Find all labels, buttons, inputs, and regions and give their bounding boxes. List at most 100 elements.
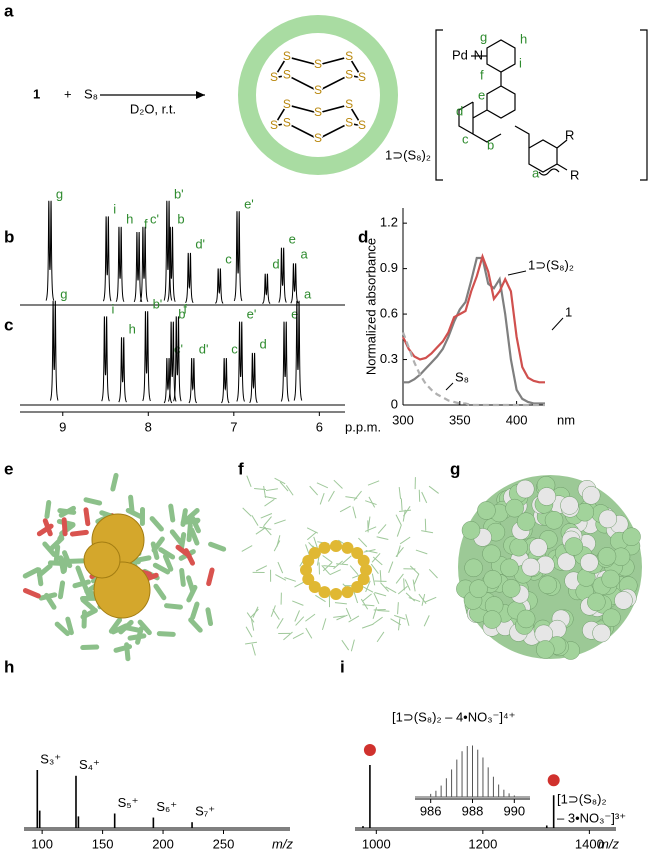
y-tick-label: 1.2 [380, 215, 398, 230]
wire [373, 592, 380, 605]
x-axis-label: p.p.m. [345, 419, 381, 434]
wire [349, 565, 359, 575]
wire [264, 498, 275, 507]
panel-label: i [340, 657, 345, 676]
wire [364, 526, 377, 532]
stick [36, 563, 53, 578]
x-tick-label: 250 [213, 836, 235, 851]
nmr-peak [293, 300, 303, 401]
wire [276, 617, 284, 629]
panel-label: e [4, 459, 13, 478]
wire [363, 548, 376, 553]
nmr-peak [233, 211, 243, 302]
wire [250, 618, 255, 631]
wire [380, 582, 389, 592]
atom [515, 479, 535, 499]
ligand-structure [435, 29, 648, 181]
wire [408, 597, 421, 603]
series-line [401, 331, 545, 407]
leader [445, 382, 454, 391]
stick [65, 616, 74, 636]
nmr-peak [115, 226, 125, 302]
sulfur-ball [300, 564, 312, 577]
y-axis-label: Normalized absorbance [363, 238, 378, 375]
wire [395, 514, 402, 526]
wire [348, 615, 360, 623]
series-label: 1⊃(S₈)₂ [528, 257, 574, 272]
peak-label: g [56, 186, 63, 201]
nitrogen: N [474, 47, 483, 62]
peak-label: e [291, 306, 298, 321]
atom [509, 537, 528, 557]
wire [333, 479, 343, 489]
nmr-peak [188, 358, 198, 404]
wire [377, 609, 390, 612]
wire [362, 604, 375, 607]
x-tick-label: 350 [449, 412, 471, 427]
x-tick-label: 100 [31, 836, 53, 851]
wire [252, 606, 259, 618]
reactant: 1 [33, 86, 40, 101]
sulfur-ball [341, 541, 354, 554]
sulfur-atom: S [314, 105, 322, 119]
peak-label: i [112, 301, 115, 316]
stick [69, 529, 89, 537]
wire [353, 591, 359, 604]
atom [602, 608, 621, 628]
wire [292, 600, 304, 606]
arrow-head [196, 91, 205, 99]
ligand-label: b [487, 137, 494, 152]
wire [316, 482, 329, 489]
ligand-label: f [480, 67, 484, 82]
wire [360, 598, 369, 610]
stick [57, 580, 66, 600]
nmr-peak [249, 352, 258, 404]
sulfur-atom: S [270, 118, 278, 132]
stick [83, 507, 91, 527]
sulfur-atom: S [345, 97, 353, 111]
wire [394, 614, 406, 620]
nmr-peak [49, 300, 59, 401]
wire [306, 531, 317, 541]
atom [464, 558, 483, 578]
stick [169, 529, 184, 546]
nmr-peak [262, 273, 271, 305]
bond [317, 74, 350, 92]
wire [413, 573, 420, 585]
ligand-label: g [480, 29, 487, 44]
atom [529, 538, 548, 557]
x-tick-label: 986 [420, 803, 442, 818]
nmr-peak [133, 232, 143, 303]
wire [372, 556, 383, 566]
stick [58, 505, 76, 518]
panel-label: g [450, 459, 460, 478]
wire [345, 607, 352, 620]
x-tick-label: 6 [316, 419, 323, 434]
atom [461, 521, 481, 540]
bond [348, 74, 363, 79]
wire [372, 607, 378, 619]
wire [313, 536, 318, 549]
wire [376, 536, 389, 541]
wire [319, 492, 325, 505]
atom [557, 552, 576, 572]
bond [286, 104, 319, 114]
bond [348, 122, 363, 127]
capsule-ring [238, 15, 398, 175]
sulfur-atom: S [283, 97, 291, 111]
wire [263, 485, 267, 498]
panel-label: a [4, 1, 14, 20]
sulfur-atom: S [345, 67, 353, 81]
nmr-peak [45, 200, 55, 301]
wire [405, 614, 410, 626]
atom [477, 501, 496, 520]
wire [388, 561, 394, 573]
atom [622, 527, 641, 547]
wire [399, 536, 411, 545]
atom [516, 609, 536, 629]
wire [374, 592, 387, 597]
panel-label: h [4, 657, 14, 676]
ligand-label: e [478, 87, 485, 102]
peak-label: b [178, 306, 185, 321]
leader [551, 317, 564, 331]
